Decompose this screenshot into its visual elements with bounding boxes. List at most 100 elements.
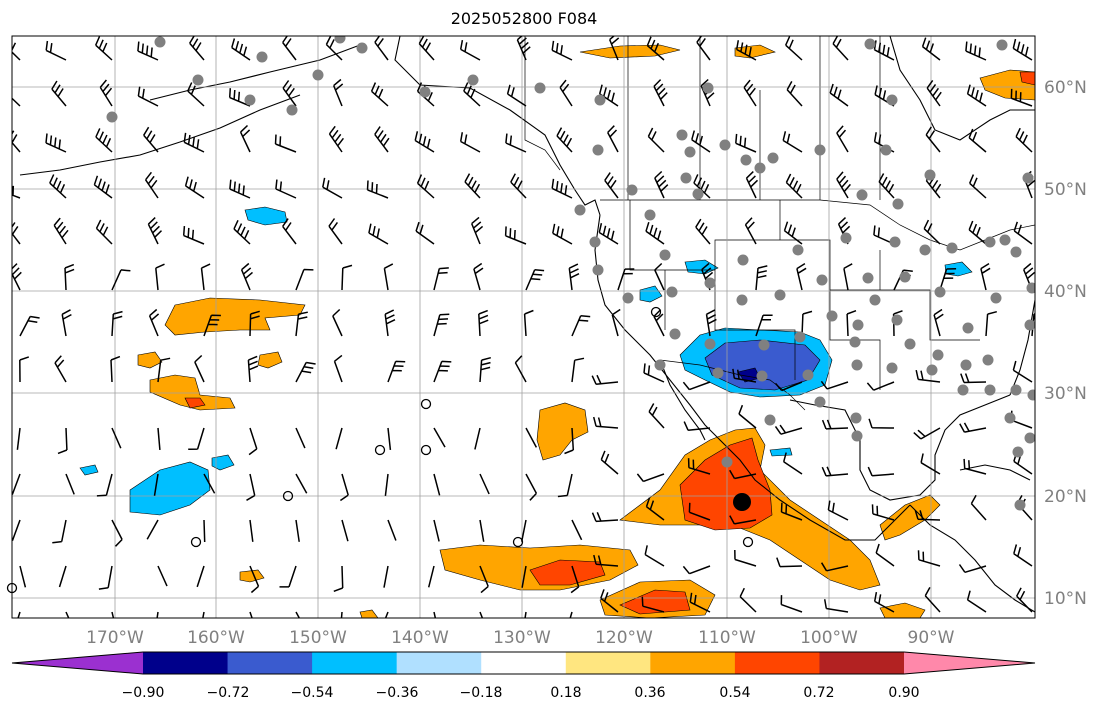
- wind-barb: [279, 565, 297, 588]
- wind-barb: [187, 82, 205, 107]
- wind-barb: [552, 223, 573, 245]
- station-dot: [904, 338, 916, 350]
- station-dot: [704, 338, 716, 350]
- calm-circle: [190, 536, 202, 548]
- wind-barb: [755, 265, 768, 291]
- wind-barb: [821, 419, 849, 430]
- colorbar-extend-high: [904, 652, 1035, 674]
- wind-barb: [551, 40, 573, 61]
- lat-label: 40°N: [1044, 282, 1087, 302]
- wind-barb: [873, 591, 895, 613]
- station-dot: [982, 354, 994, 366]
- positive-region-west-1: [164, 297, 306, 336]
- station-dot: [1024, 432, 1035, 444]
- wind-barb: [479, 473, 490, 495]
- station-dot: [756, 370, 768, 382]
- wind-barb: [366, 180, 389, 199]
- station-dot: [990, 292, 1002, 304]
- station-dot: [286, 104, 298, 116]
- wind-barb: [510, 173, 527, 199]
- wind-barb: [147, 217, 163, 245]
- colorbar-tick-label: −0.18: [460, 685, 503, 701]
- colorbar-tick-label: −0.72: [207, 685, 250, 701]
- wind-barb: [433, 519, 440, 542]
- wind-barb: [95, 128, 113, 153]
- wind-barb: [732, 368, 757, 383]
- wind-barb: [433, 313, 450, 337]
- graticule: [12, 36, 1035, 618]
- station-dot: [719, 139, 731, 151]
- station-dot: [334, 36, 346, 44]
- lon-label: 130°W: [493, 628, 551, 648]
- station-dot: [919, 244, 931, 256]
- wind-barb: [233, 219, 251, 245]
- station-dot: [1024, 319, 1035, 331]
- wind-barb: [729, 515, 757, 525]
- wind-barb: [600, 450, 619, 475]
- positive-region-west-4: [257, 351, 283, 369]
- wind-barb: [643, 363, 665, 383]
- wind-barb: [383, 565, 389, 588]
- wind-barb: [12, 130, 21, 153]
- wind-barb: [786, 81, 803, 107]
- wind-barb: [202, 611, 205, 618]
- wind-barb: [785, 173, 803, 199]
- wind-barb: [836, 125, 849, 153]
- wind-barb: [110, 355, 121, 383]
- calm-markers: [6, 306, 754, 594]
- wind-barb: [325, 36, 343, 61]
- wind-barb: [743, 79, 757, 107]
- station-dot: [869, 294, 881, 306]
- wind-barb: [157, 565, 168, 587]
- station-dot: [889, 236, 901, 248]
- wind-barb: [188, 427, 205, 451]
- wind-barb: [231, 38, 251, 61]
- station-dot: [946, 242, 958, 254]
- station-dot: [892, 198, 904, 210]
- wind-barb: [524, 611, 527, 618]
- wind-barb: [54, 355, 67, 383]
- map-title: 2025052800 F084: [450, 9, 598, 28]
- calm-circle: [282, 490, 294, 502]
- wind-barb: [61, 309, 72, 337]
- anomaly-shading: [79, 44, 1035, 618]
- wind-barb: [49, 174, 67, 199]
- wind-barb: [12, 218, 21, 245]
- wind-barb: [960, 373, 987, 384]
- wind-barb: [64, 263, 75, 291]
- wind-barb: [282, 218, 297, 245]
- wind-barb: [414, 131, 435, 153]
- wind-barb: [796, 262, 807, 291]
- wind-barb: [52, 519, 67, 544]
- wind-barb: [328, 218, 343, 245]
- station-dot: [767, 152, 779, 164]
- wind-barb: [820, 562, 849, 572]
- wind-barb: [248, 427, 258, 456]
- positive-region-small-2: [359, 609, 379, 618]
- wind-barb: [1010, 88, 1033, 107]
- wind-barb: [1012, 360, 1033, 383]
- wind-barb: [592, 416, 619, 429]
- colorbar-tick-label: 0.18: [550, 685, 581, 701]
- station-dot: [758, 339, 770, 351]
- wind-barb: [959, 422, 987, 433]
- lat-label: 30°N: [1044, 384, 1087, 404]
- wind-barb: [146, 519, 159, 540]
- wind-barb: [506, 84, 527, 107]
- station-dot: [702, 82, 714, 94]
- colorbar-tick-label: −0.36: [376, 685, 419, 701]
- calm-circle: [420, 398, 432, 410]
- station-dot: [862, 272, 874, 284]
- colorbar-swatch: [143, 652, 229, 674]
- wind-barb: [782, 452, 803, 475]
- map-border: [11, 35, 1036, 619]
- wind-barb: [836, 171, 851, 199]
- wind-barb: [521, 565, 527, 588]
- station-dot: [852, 319, 864, 331]
- wind-barb: [341, 519, 349, 542]
- wind-barb: [923, 219, 941, 245]
- wind-barb: [874, 85, 895, 107]
- wind-barb: [965, 41, 987, 61]
- wind-barb: [570, 565, 580, 594]
- station-markers: [106, 36, 1035, 511]
